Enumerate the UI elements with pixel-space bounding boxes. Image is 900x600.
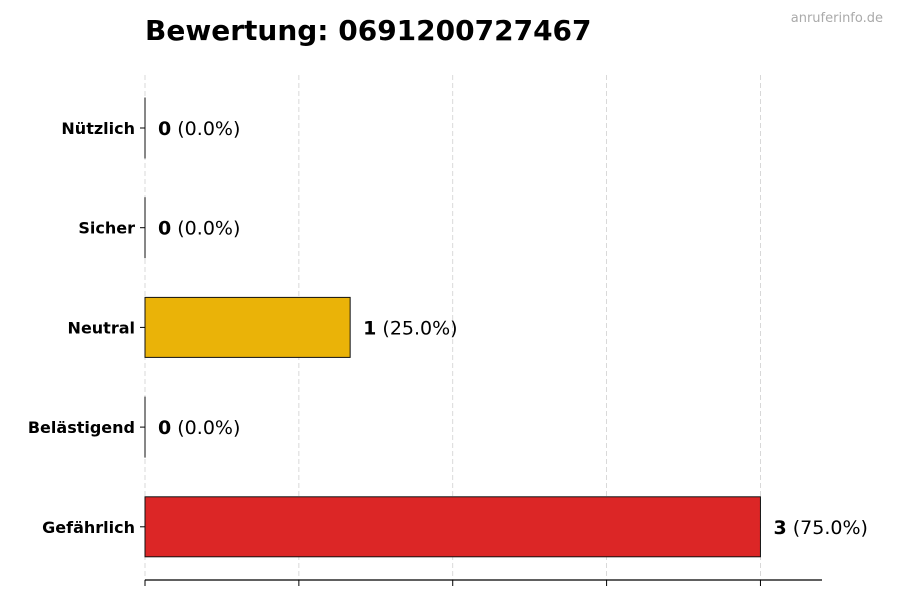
data-label-value: 0 xyxy=(158,218,171,240)
data-label: 0 (0.0%) xyxy=(158,417,240,439)
y-tick-label: Sicher xyxy=(78,219,135,238)
data-label-percent: (0.0%) xyxy=(171,417,240,439)
data-label: 0 (0.0%) xyxy=(158,118,240,140)
watermark: anruferinfo.de xyxy=(791,11,883,26)
bar-4 xyxy=(144,496,761,558)
y-tick-label: Gefährlich xyxy=(42,518,135,537)
y-tick-label: Belästigend xyxy=(28,418,135,437)
data-label-value: 0 xyxy=(158,417,171,439)
data-label-percent: (25.0%) xyxy=(376,317,457,339)
data-label-percent: (0.0%) xyxy=(171,118,240,140)
data-label: 3 (75.0%) xyxy=(773,517,867,539)
data-label-value: 1 xyxy=(363,317,376,339)
data-label-percent: (0.0%) xyxy=(171,218,240,240)
chart-title: Bewertung: 0691200727467 xyxy=(145,14,592,47)
data-label: 0 (0.0%) xyxy=(158,218,240,240)
y-tick-label: Nützlich xyxy=(61,119,135,138)
data-label-value: 0 xyxy=(158,118,171,140)
data-label: 1 (25.0%) xyxy=(363,317,457,339)
data-label-percent: (75.0%) xyxy=(787,517,868,539)
y-tick-label: Neutral xyxy=(68,318,135,337)
bar-2 xyxy=(144,296,351,358)
data-label-value: 3 xyxy=(773,517,786,539)
